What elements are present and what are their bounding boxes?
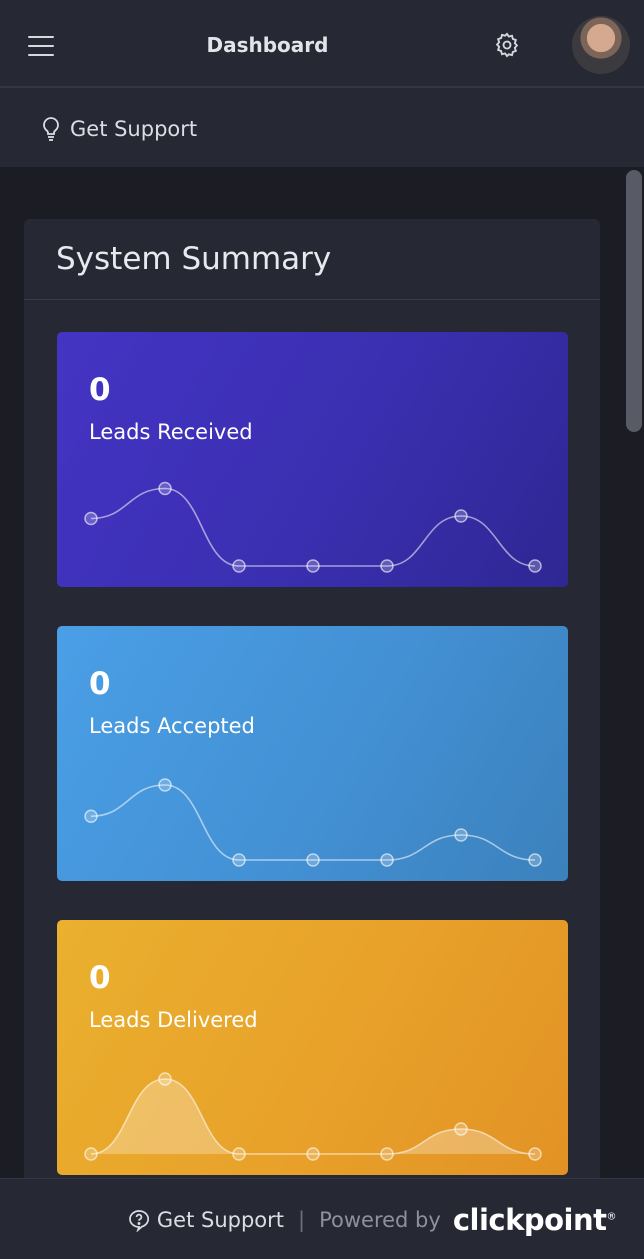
get-support-label: Get Support [70, 117, 198, 141]
sparkline-point [528, 853, 542, 867]
footer-get-support-label: Get Support [156, 1208, 285, 1232]
leads-delivered-value: 0 [89, 960, 111, 996]
footer-get-support-link[interactable]: Get Support [127, 1208, 284, 1232]
sparkline-point [380, 853, 394, 867]
scrollbar[interactable] [624, 170, 644, 1178]
leads-delivered-card[interactable]: 0 Leads Delivered [57, 920, 568, 1175]
leads-accepted-card[interactable]: 0 Leads Accepted [57, 626, 568, 881]
leads-delivered-label: Leads Delivered [89, 1008, 258, 1032]
avatar[interactable] [572, 16, 630, 74]
sparkline-point [84, 511, 98, 526]
help-chat-icon [129, 1210, 149, 1232]
hamburger-menu-icon[interactable] [28, 36, 54, 60]
leads-received-value: 0 [89, 372, 111, 408]
sparkline-point [306, 559, 320, 573]
leads-received-card[interactable]: 0 Leads Received [57, 332, 568, 587]
page-title: Dashboard [206, 33, 329, 57]
panel-title: System Summary [56, 241, 332, 277]
sparkline-point [158, 481, 172, 496]
clickpoint-logo: clickpoint® [452, 1203, 617, 1237]
lightbulb-icon [43, 117, 59, 141]
footer-separator: | [298, 1208, 306, 1232]
sparkline-point [158, 1072, 172, 1086]
system-summary-panel: System Summary 0 Leads Received 0 Leads … [24, 219, 600, 1199]
leads-accepted-value: 0 [89, 666, 111, 702]
leads-delivered-sparkline [84, 1072, 542, 1161]
top-bar: Dashboard [0, 0, 644, 88]
sparkline-point [232, 1147, 246, 1161]
sparkline-point [306, 853, 320, 867]
support-bar: Get Support [0, 88, 644, 168]
get-support-link[interactable]: Get Support [40, 116, 197, 142]
sparkline-point [454, 1122, 468, 1136]
powered-by-text: Powered by [319, 1208, 441, 1232]
sparkline-point [306, 1147, 320, 1161]
scrollbar-thumb[interactable] [626, 170, 642, 432]
sparkline-point [380, 1147, 394, 1161]
sparkline-line [90, 487, 536, 567]
sparkline-point [454, 828, 468, 842]
sparkline-point [380, 559, 394, 573]
sparkline-point [158, 778, 172, 792]
sparkline-area [91, 1079, 535, 1154]
sparkline-line [90, 1078, 536, 1155]
leads-received-sparkline [84, 481, 542, 573]
sparkline-line [90, 784, 536, 861]
leads-accepted-label: Leads Accepted [89, 714, 255, 738]
leads-received-label: Leads Received [89, 420, 253, 444]
brand-registered-mark: ® [606, 1211, 617, 1223]
leads-accepted-sparkline [84, 778, 542, 867]
sparkline-point [528, 1147, 542, 1161]
brand-name: clickpoint [452, 1203, 607, 1237]
sparkline-point [454, 509, 468, 523]
sparkline-point [84, 1147, 98, 1161]
footer: Get Support | Powered by clickpoint® [0, 1178, 644, 1259]
sparkline-point [232, 559, 246, 573]
sparkline-point [528, 559, 542, 573]
sparkline-point [84, 809, 98, 823]
panel-header: System Summary [24, 219, 600, 300]
gear-icon[interactable] [493, 31, 521, 59]
sparkline-point [232, 853, 246, 867]
